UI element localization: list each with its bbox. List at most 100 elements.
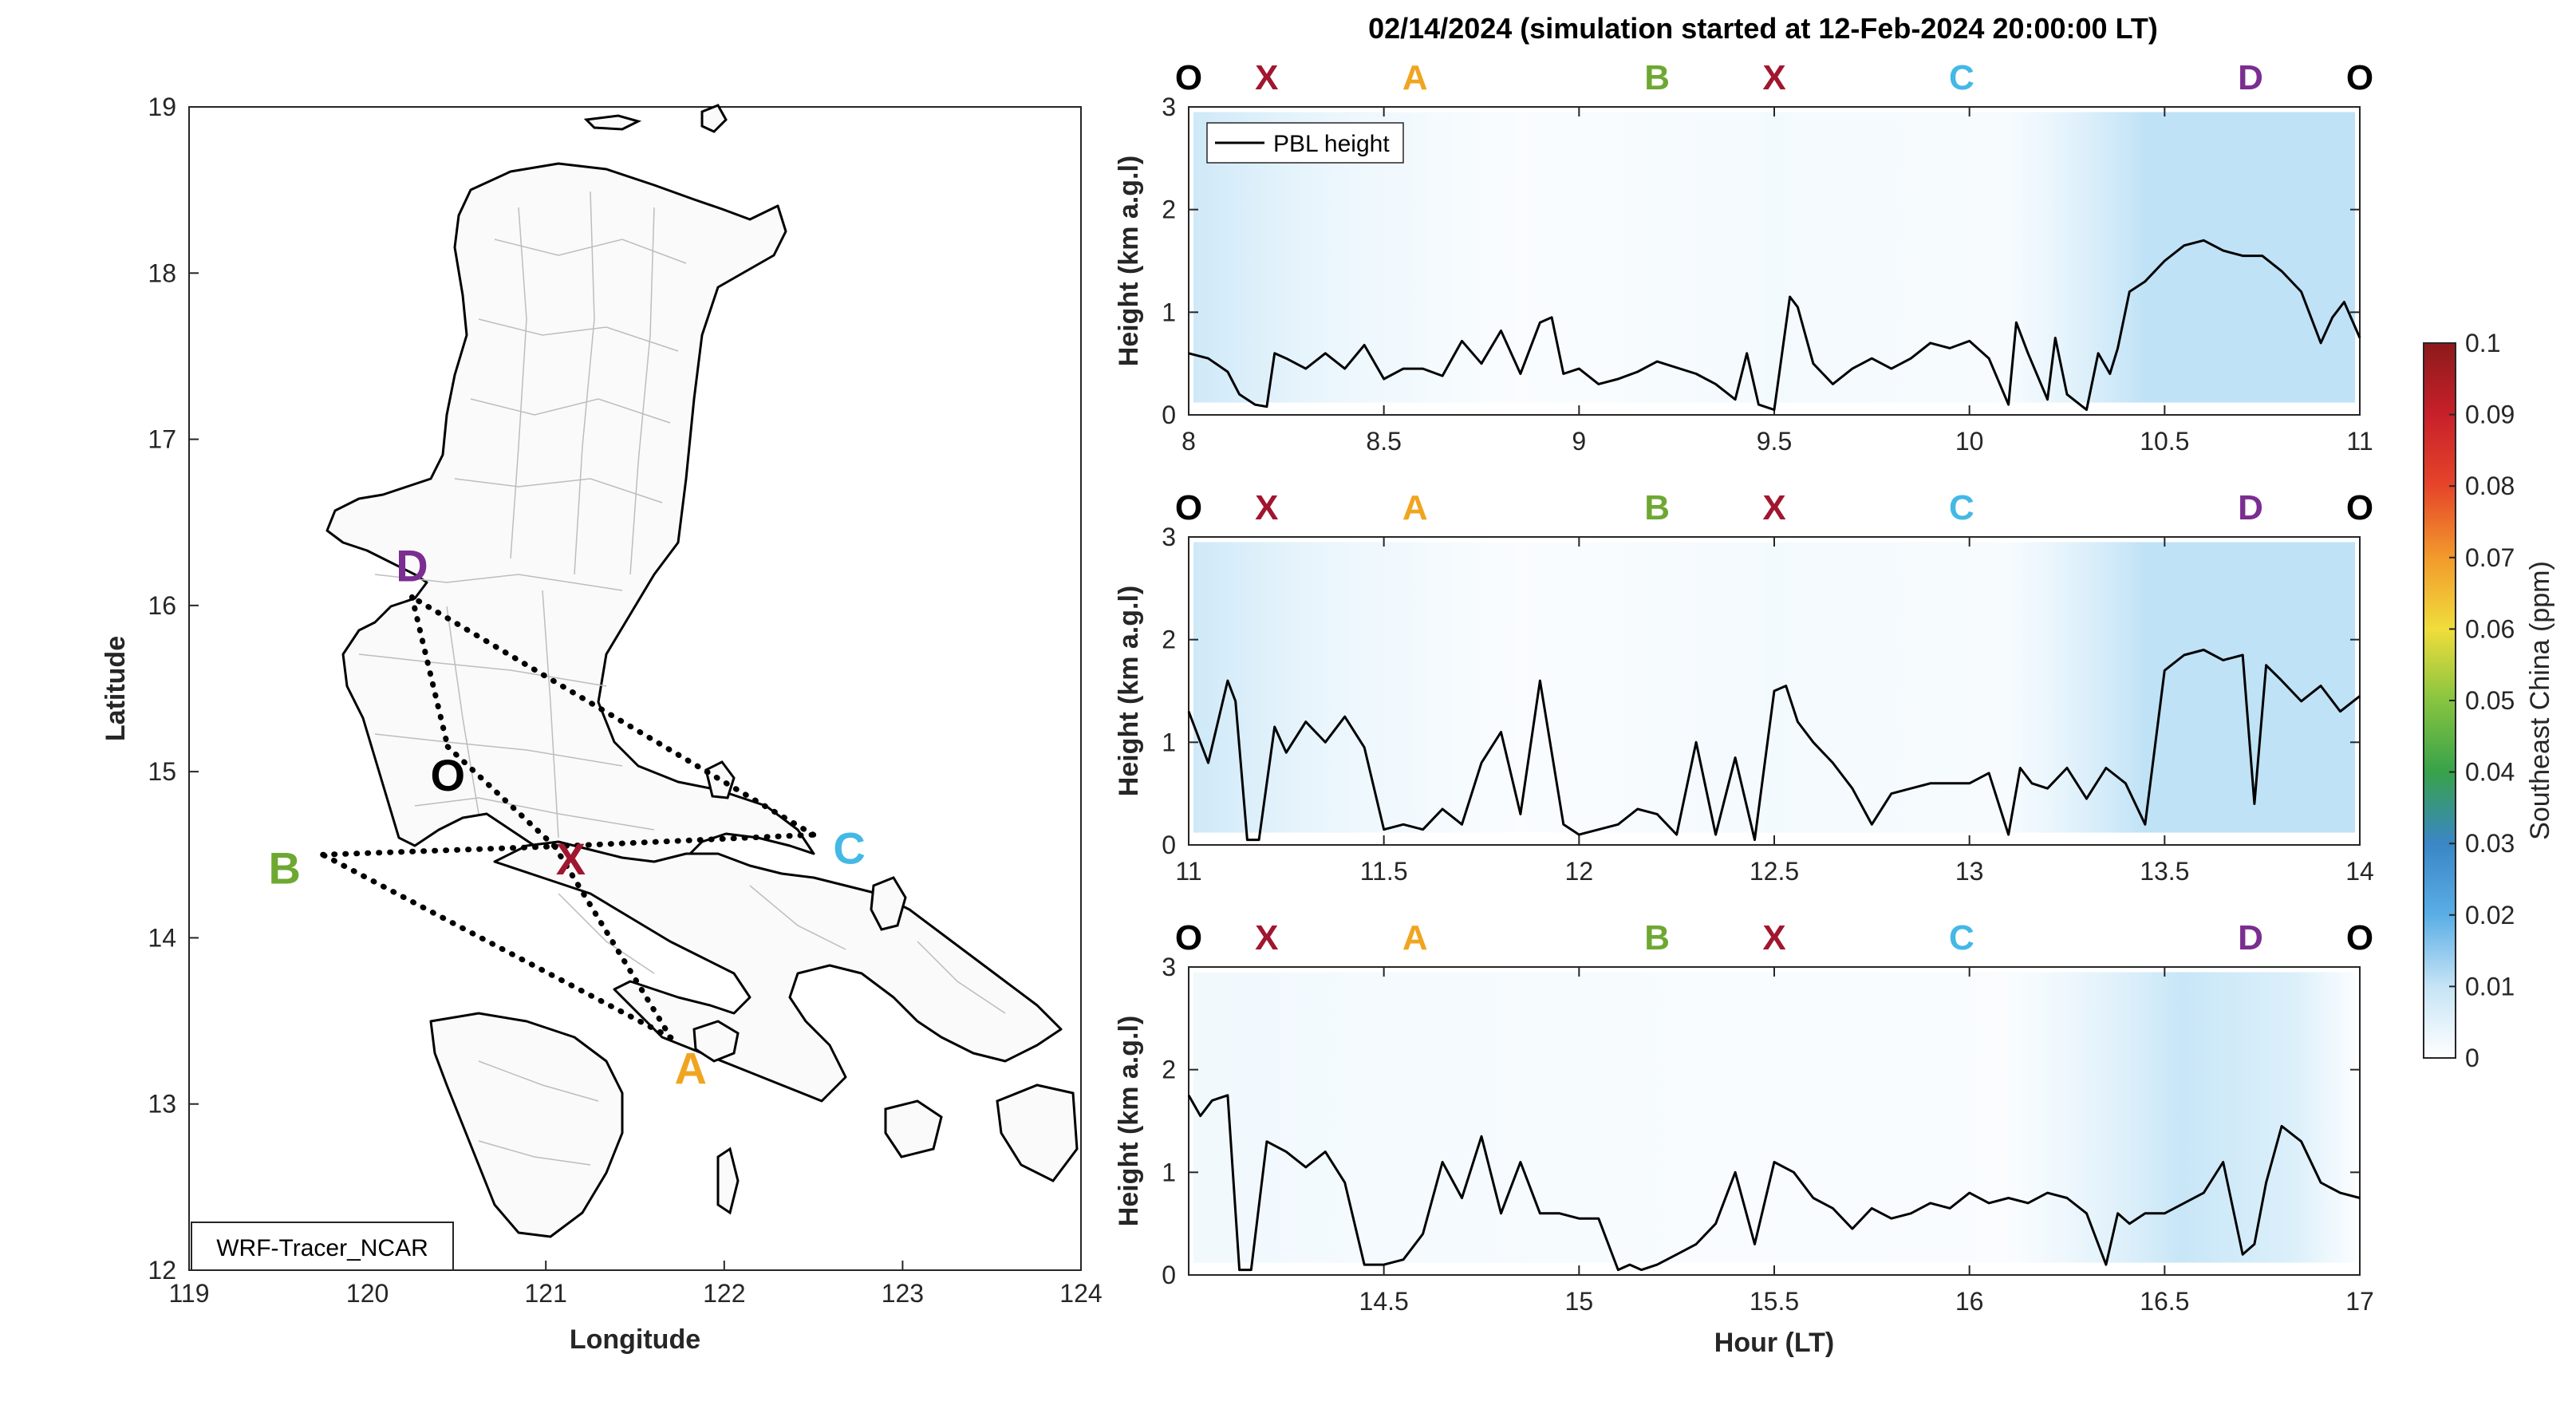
x-tick-label: 16.5 <box>2140 1287 2189 1316</box>
colorbar: 0 0.01 0.02 0.03 0.04 0.05 0.06 0.07 0.08 0.09 0.1… <box>2423 329 2555 1072</box>
x-tick-label: 10.5 <box>2140 427 2189 456</box>
map-points: D O X B C A <box>268 540 865 1093</box>
map-point-X: X <box>556 834 586 884</box>
colorbar-tick-label: 0.01 <box>2465 972 2515 1001</box>
waypoint-C: C <box>1949 58 1974 97</box>
colorbar-tick-label: 0.06 <box>2465 614 2515 643</box>
x-tick-label: 11.5 <box>1360 857 1408 886</box>
waypoint-B: B <box>1644 918 1670 957</box>
x-tick-label: 8 <box>1181 427 1196 456</box>
admin-boundaries <box>358 191 1006 1166</box>
map-x-tick-label: 124 <box>1059 1279 1102 1308</box>
x-tick-label: 10 <box>1955 427 1984 456</box>
map-point-B: B <box>268 843 300 893</box>
figure-title: 02/14/2024 (simulation started at 12-Feb… <box>1368 12 2158 45</box>
colorbar-tick-label: 0.05 <box>2465 686 2515 715</box>
y-axis-label: Height (km a.g.l) <box>1114 586 1144 796</box>
x-tick-label: 14.5 <box>1359 1287 1409 1316</box>
waypoint-O: O <box>1175 488 1202 527</box>
map-point-O: O <box>430 750 465 800</box>
x-tick-label: 12 <box>1565 857 1594 886</box>
x-tick-label: 9.5 <box>1757 427 1792 456</box>
route-segment-X-C <box>551 831 817 850</box>
y-tick-label: 1 <box>1162 728 1176 756</box>
waypoint-B: B <box>1644 58 1670 97</box>
waypoint-O: O <box>2346 58 2373 97</box>
polillo-island <box>704 760 736 799</box>
pbl-height-line-3 <box>1187 1094 2361 1272</box>
x-tick-label: 13 <box>1955 857 1984 886</box>
colorbar-tick-label: 0.04 <box>2465 758 2515 787</box>
colorbar-tick-label: 0 <box>2465 1044 2479 1072</box>
y-tick-label: 1 <box>1162 298 1176 326</box>
x-tick-label: 8.5 <box>1366 427 1401 456</box>
x-tick-label: 11 <box>1175 857 1201 886</box>
waypoint-O: O <box>2346 918 2373 957</box>
map-y-label: Latitude <box>101 636 131 741</box>
map-y-tick-label: 18 <box>148 259 176 287</box>
map-y-ticks: 12 13 14 15 16 17 18 19 <box>148 93 199 1285</box>
waypoint-D: D <box>2238 488 2263 527</box>
map-panel: D O X B C A 119 120 121 122 123 124 12 13 14 15 16 17 18… <box>101 93 1103 1355</box>
tracer-field-3 <box>1193 972 2355 1263</box>
map-y-tick-label: 15 <box>148 757 176 786</box>
pbl-panel-1: 0 1 2 3 8 8.5 9 9.5 10 10.5 11 Height (km a.g.l) O X A… <box>1114 58 2373 456</box>
map-y-tick-label: 14 <box>148 923 176 952</box>
babuyan-island-1 <box>583 114 642 131</box>
waypoint-B: B <box>1644 488 1670 527</box>
map-x-tick-label: 122 <box>703 1279 745 1308</box>
waypoint-C: C <box>1949 488 1974 527</box>
x-tick-label: 16 <box>1955 1287 1984 1316</box>
route-segment-C-D <box>409 594 817 838</box>
waypoint-O: O <box>1175 918 1202 957</box>
colorbar-tick-label: 0.1 <box>2465 329 2500 357</box>
x-tick-label: 13.5 <box>2140 857 2189 886</box>
tablas-island <box>716 1147 740 1215</box>
samar-island-edge <box>996 1083 1079 1182</box>
colorbar-tick-label: 0.08 <box>2465 472 2515 500</box>
tracer-field-2 <box>1193 542 2355 833</box>
route-segment-A-B <box>320 851 674 1040</box>
pbl-height-line-1 <box>1188 239 2361 412</box>
colorbar-tick-label: 0.09 <box>2465 401 2515 429</box>
mindoro-island <box>429 1012 624 1238</box>
waypoint-X: X <box>1255 488 1278 527</box>
colorbar-tick-label: 0.07 <box>2465 543 2515 572</box>
colorbar-tick-label: 0.02 <box>2465 901 2515 930</box>
x-tick-label: 12.5 <box>1750 857 1799 886</box>
route-segment-O-X <box>444 744 558 850</box>
y-tick-label: 0 <box>1162 831 1176 859</box>
waypoint-A: A <box>1402 918 1428 957</box>
southern-luzon <box>493 840 1063 1103</box>
route-segment-X-A <box>551 843 674 1040</box>
y-tick-label: 1 <box>1162 1158 1176 1186</box>
map-point-C: C <box>833 823 865 873</box>
x-axis-label: Hour (LT) <box>1714 1328 1834 1358</box>
map-y-tick-label: 16 <box>148 591 176 620</box>
colorbar-ticks: 0 0.01 0.02 0.03 0.04 0.05 0.06 0.07 0.08 0.09 0.1 <box>2449 329 2515 1072</box>
route-segment-D-O <box>409 594 451 750</box>
waypoint-C: C <box>1949 918 1974 957</box>
waypoint-X: X <box>1255 918 1278 957</box>
colorbar-tick-label: 0.03 <box>2465 829 2515 858</box>
waypoint-D: D <box>2238 918 2263 957</box>
map-x-tick-label: 123 <box>882 1279 924 1308</box>
x-tick-label: 15.5 <box>1750 1287 1799 1316</box>
waypoint-O: O <box>1175 58 1202 97</box>
catanduanes-island <box>870 876 907 931</box>
y-tick-label: 2 <box>1162 626 1176 654</box>
map-x-ticks: 119 120 121 122 123 124 <box>168 1261 1103 1308</box>
map-point-D: D <box>396 540 428 590</box>
x-tick-label: 17 <box>2345 1287 2374 1316</box>
x-tick-label: 14 <box>2345 857 2374 886</box>
y-tick-label: 0 <box>1162 401 1176 429</box>
x-tick-label: 11 <box>2346 427 2373 456</box>
map-point-A: A <box>674 1043 706 1093</box>
pbl-height-line-2 <box>1187 649 2361 842</box>
map-y-tick-label: 13 <box>148 1090 176 1119</box>
marinduque-island <box>692 1020 740 1063</box>
y-tick-label: 2 <box>1162 1056 1176 1084</box>
